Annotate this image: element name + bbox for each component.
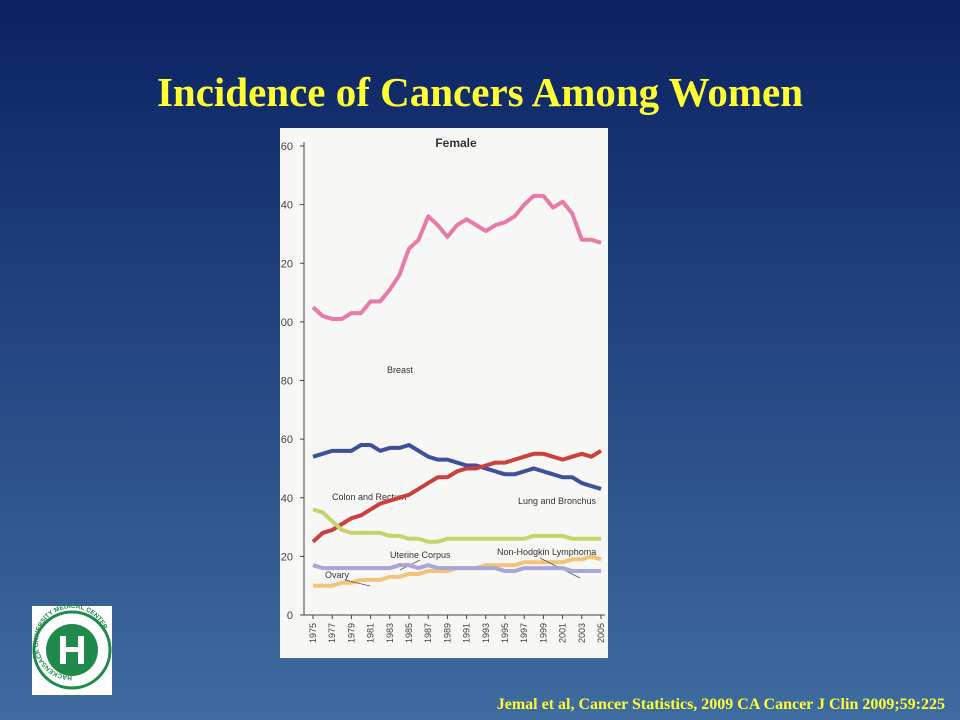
series-line	[312, 563, 601, 574]
x-tick-label: 1993	[481, 623, 491, 643]
series-label: Ovary	[325, 570, 350, 580]
x-tick-label: 1997	[519, 623, 529, 643]
y-tick-label: 120	[275, 258, 293, 270]
leader-line	[344, 579, 371, 587]
x-tick-label: 1991	[462, 623, 472, 643]
x-tick-label: 1983	[385, 623, 395, 643]
series-line	[311, 193, 602, 321]
chart-title: Female	[435, 136, 477, 150]
x-tick-label: 1981	[366, 623, 376, 643]
chart: Female 0 20 40 60 80 100 120 140 160 1975 1977 1979…	[275, 128, 608, 658]
x-tick-label: 2001	[558, 623, 568, 643]
y-tick-label: 140	[275, 200, 293, 212]
x-tick-label: 1999	[538, 623, 548, 643]
x-tick-label: 1987	[423, 623, 433, 643]
x-tick-label: 1985	[404, 623, 414, 643]
x-tick-label: 2003	[577, 623, 587, 643]
y-tick-label: 160	[275, 141, 293, 153]
series-line	[311, 449, 603, 544]
series-label: Non-Hodgkin Lymphoma	[497, 547, 596, 557]
citation: Jemal et al, Cancer Statistics, 2009 CA …	[497, 696, 945, 713]
x-tick-label: 1989	[442, 623, 452, 643]
x-tick-label: 2005	[596, 623, 606, 643]
x-tick-label: 1995	[500, 623, 510, 643]
slide-title: Incidence of Cancers Among Women	[157, 69, 803, 115]
series-line	[312, 507, 601, 544]
y-tick-label: 60	[281, 434, 293, 446]
logo-ring	[32, 610, 112, 690]
x-tick-label: 1979	[346, 623, 356, 643]
series-label: Lung and Bronchus	[518, 496, 597, 506]
y-tick-label: 20	[281, 551, 293, 563]
y-tick-label: 100	[275, 317, 293, 329]
series-label: Breast	[387, 365, 414, 375]
x-tick-label: 1977	[327, 623, 337, 643]
y-tick-label: 40	[281, 493, 293, 505]
series-label: Colon and Rectum	[332, 492, 407, 502]
series-line	[312, 442, 602, 491]
series-label: Uterine Corpus	[390, 550, 451, 560]
logo: HACKENSACK UNIVERSITY MEDICAL CENTER	[32, 603, 112, 695]
logo-h	[60, 647, 84, 652]
y-tick-label: 80	[281, 376, 293, 388]
x-tick-label: 1975	[308, 623, 318, 643]
y-tick-label: 0	[287, 610, 293, 622]
